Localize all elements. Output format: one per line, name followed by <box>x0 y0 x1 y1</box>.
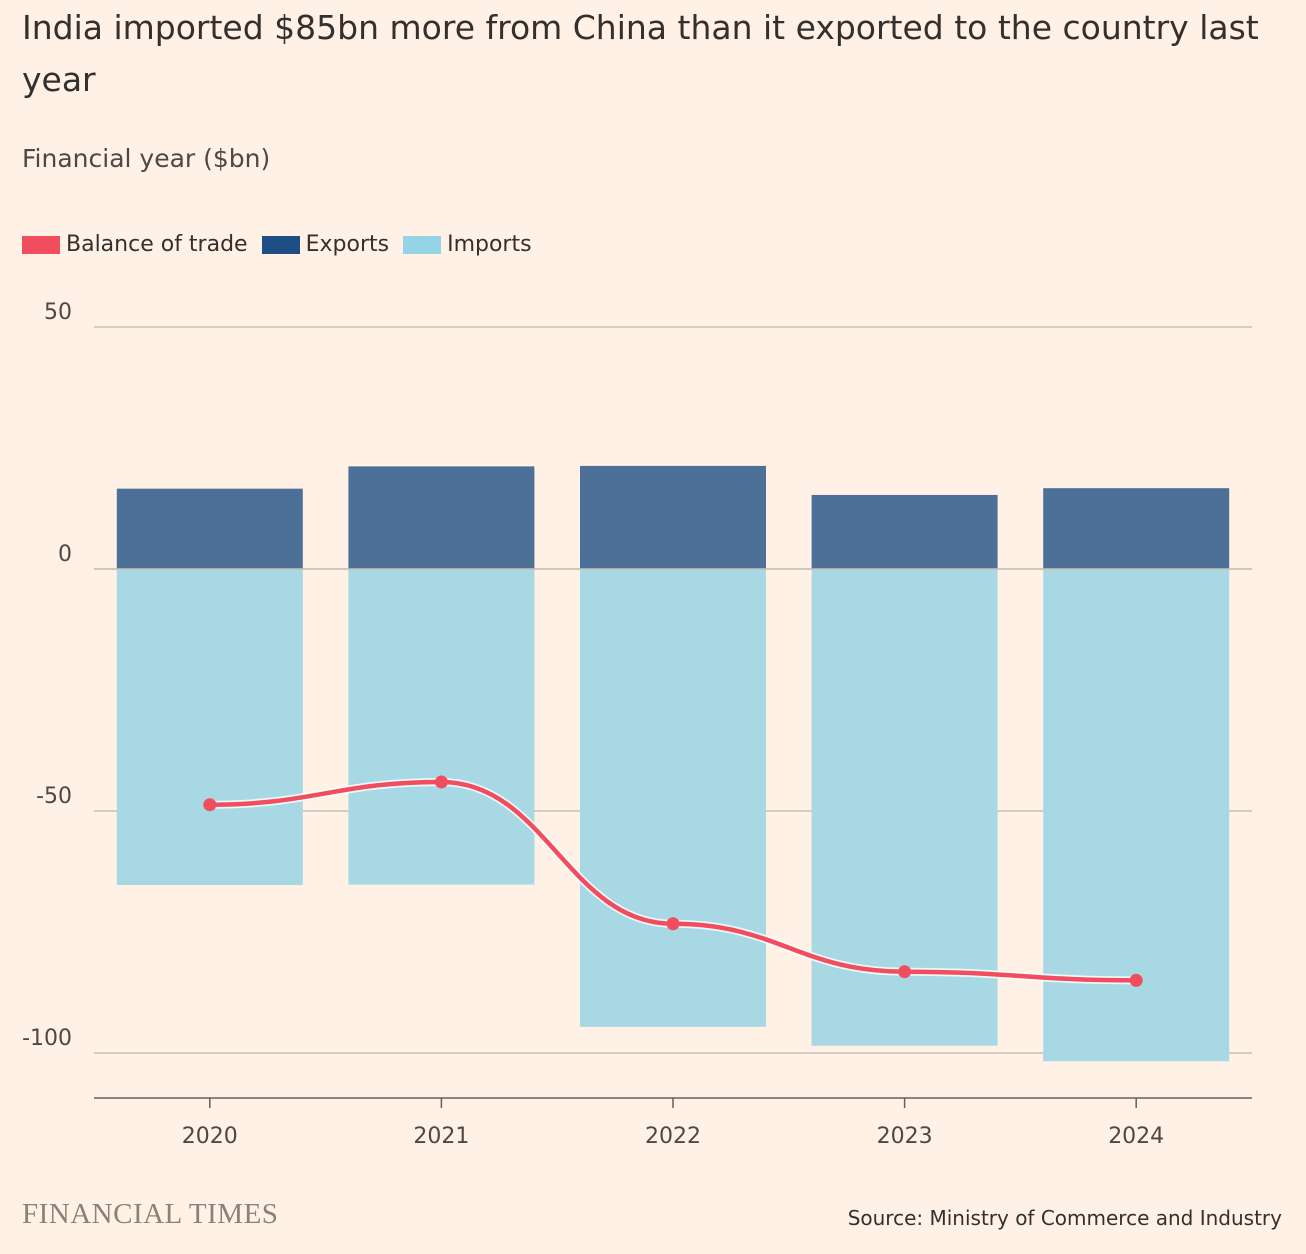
ft-logo: FINANCIAL TIMES <box>22 1198 279 1230</box>
y-tick-label: -50 <box>36 784 72 809</box>
import-bar <box>580 569 766 1027</box>
export-bar <box>348 466 535 569</box>
legend-swatch-balance <box>22 235 60 254</box>
source-note: Source: Ministry of Commerce and Industr… <box>847 1206 1282 1230</box>
chart-title: India imported $85bn more from China tha… <box>22 8 1259 99</box>
y-tick-label: 50 <box>44 300 72 325</box>
chart-plot: 50 0 -50 -100 2020 2021 2022 2023 2024 <box>22 300 1252 1149</box>
export-bar <box>1043 488 1230 569</box>
balance-point <box>898 965 912 979</box>
balance-point <box>203 798 217 812</box>
x-tick-label: 2023 <box>877 1124 933 1149</box>
import-bar <box>1043 569 1230 1062</box>
import-bar <box>348 569 535 885</box>
legend-item-balance: Balance of trade <box>22 232 248 257</box>
x-tick-label: 2020 <box>182 1124 238 1149</box>
balance-point <box>666 917 680 931</box>
chart-subtitle: Financial year ($bn) <box>22 144 271 173</box>
y-tick-label: -100 <box>22 1026 72 1051</box>
export-bar <box>116 488 303 569</box>
legend-label-imports: Imports <box>447 232 532 257</box>
legend-label-exports: Exports <box>305 232 390 257</box>
x-tick-label: 2024 <box>1108 1124 1164 1149</box>
legend-item-imports: Imports <box>403 232 532 257</box>
legend-label-balance: Balance of trade <box>66 232 248 257</box>
y-tick-label: 0 <box>58 542 72 567</box>
balance-point <box>1129 973 1143 987</box>
legend-swatch-exports <box>261 235 300 254</box>
legend-swatch-imports <box>403 235 442 254</box>
legend: Balance of trade Exports Imports <box>22 232 546 257</box>
import-bar <box>116 569 303 886</box>
balance-point <box>434 775 448 789</box>
export-bar <box>811 494 998 569</box>
legend-item-exports: Exports <box>261 232 390 257</box>
x-tick-label: 2021 <box>413 1124 469 1149</box>
x-tick-label: 2022 <box>645 1124 701 1149</box>
export-bar <box>580 465 766 569</box>
